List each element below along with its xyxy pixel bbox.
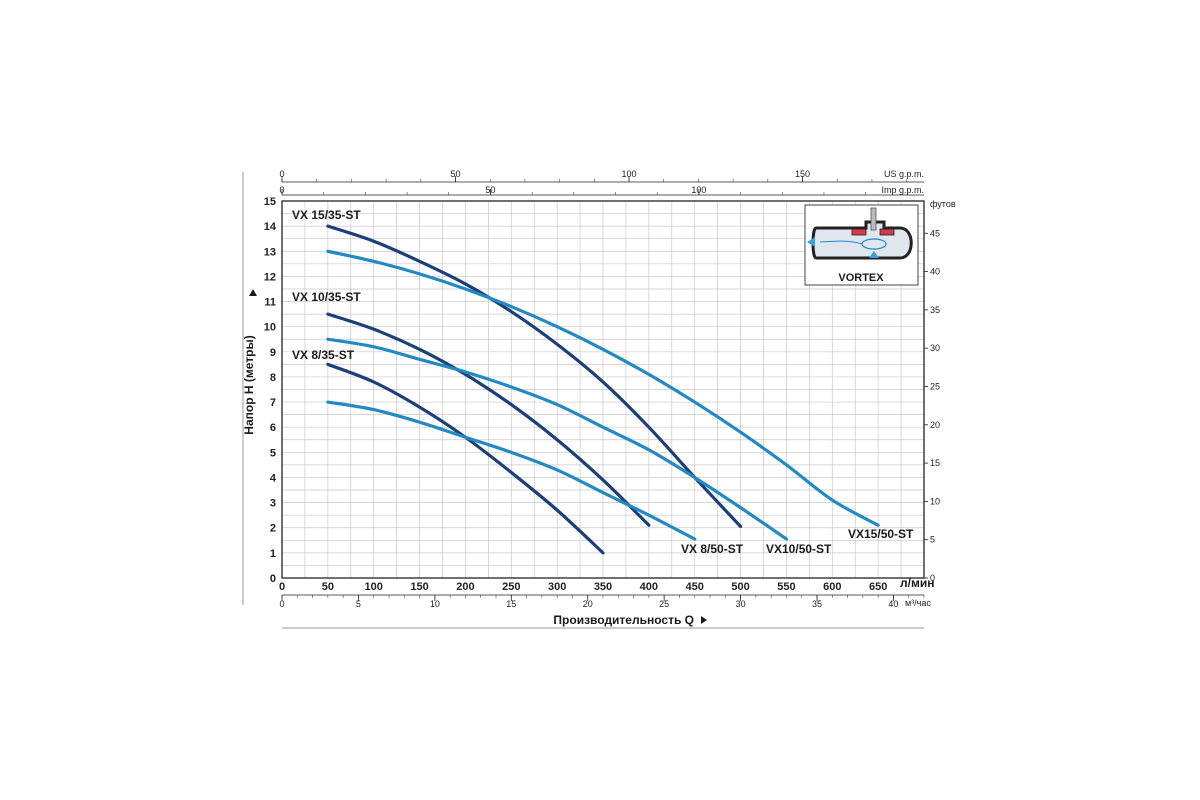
secondary-tick-label: 15 (506, 599, 516, 609)
y-tick-label: 12 (264, 271, 276, 283)
series-line-vx-8-50-st (326, 400, 697, 541)
vortex-inset: VORTEX (804, 204, 919, 286)
y-tick-label: 4 (270, 472, 277, 484)
x-tick-label: 100 (365, 581, 383, 593)
us-gpm-unit: US g.p.m. (884, 169, 924, 179)
feet-tick-label: 30 (930, 343, 940, 353)
label-vx15-50-st: VX15/50-ST (848, 527, 914, 541)
secondary-tick-label: 100 (691, 185, 706, 195)
y-tick-label: 10 (264, 322, 276, 334)
y-tick-label: 8 (270, 372, 276, 384)
y-tick-label: 1 (270, 548, 276, 560)
secondary-tick-label: 0 (279, 169, 284, 179)
y-tick-label: 0 (270, 573, 276, 585)
y-tick-label: 3 (270, 498, 276, 510)
m3h-unit: м³/час (905, 598, 931, 608)
x-tick-label: 300 (548, 581, 566, 593)
secondary-tick-label: 50 (451, 169, 461, 179)
feet-tick-labels: 0 5 10 15 20 25 30 35 40 45 (924, 228, 940, 583)
y-tick-label: 14 (264, 221, 277, 233)
series-line-vx10-50-st (326, 337, 789, 541)
feet-tick-label: 35 (930, 305, 940, 315)
x-tick-label: 150 (410, 581, 428, 593)
x-tick-label: 0 (279, 581, 285, 593)
pump-shaft-icon (870, 207, 877, 231)
y-axis-title: Напор H (метры) (242, 289, 257, 435)
plot-frame (281, 200, 925, 579)
secondary-tick-label: 35 (812, 599, 822, 609)
feet-tick-label: 20 (930, 420, 940, 430)
y-tick-label: 13 (264, 246, 276, 258)
m3h-axis: 0 5 10 15 20 25 30 35 40 (279, 594, 925, 609)
x-tick-label: 450 (686, 581, 704, 593)
x-tick-label: 500 (731, 581, 749, 593)
x-axis-arrow-icon (701, 616, 707, 624)
secondary-tick-label: 5 (356, 599, 361, 609)
imp-gpm-axis: 0 50 100 (279, 185, 924, 196)
y-tick-label: 6 (270, 422, 276, 434)
flow-line-icon (819, 240, 863, 245)
y-tick-label: 11 (264, 297, 276, 309)
secondary-tick-label: 20 (583, 599, 593, 609)
x-tick-label: 200 (456, 581, 474, 593)
label-vx-15-35-st: VX 15/35-ST (292, 208, 361, 222)
secondary-tick-label: 150 (795, 169, 810, 179)
x-tick-label: 550 (777, 581, 795, 593)
series-line-vx-10-35-st (326, 312, 651, 527)
feet-tick-label: 40 (930, 267, 940, 277)
inlet-arrow-icon (869, 251, 879, 258)
series-line-vx-15-35-st (326, 224, 743, 529)
us-gpm-axis: 0 50 100 150 (279, 169, 924, 183)
outlet-arrow-icon (807, 237, 815, 247)
label-vx10-50-st: VX10/50-ST (766, 542, 832, 556)
feet-unit: футов (930, 199, 956, 209)
x-tick-label: 350 (594, 581, 612, 593)
y-tick-label: 15 (264, 196, 276, 208)
label-vx-8-50-st: VX 8/50-ST (681, 542, 744, 556)
y-tick-label: 9 (270, 347, 276, 359)
x-tick-label: 250 (502, 581, 520, 593)
secondary-tick-label: 40 (888, 599, 898, 609)
x-axis-title: Производительность Q (553, 613, 707, 627)
secondary-tick-label: 0 (279, 599, 284, 609)
x-tick-label: 650 (869, 581, 887, 593)
y-tick-label: 2 (270, 523, 276, 535)
x-axis-title-text: Производительность Q (553, 613, 694, 627)
x-tick-label: 600 (823, 581, 841, 593)
y-axis-title-text: Напор H (метры) (242, 335, 256, 434)
impeller-left-icon (851, 228, 867, 236)
y-tick-label: 7 (270, 397, 276, 409)
secondary-tick-label: 50 (485, 185, 495, 195)
feet-tick-label: 45 (930, 228, 940, 238)
label-vx-10-35-st: VX 10/35-ST (292, 290, 361, 304)
secondary-tick-label: 0 (279, 185, 284, 195)
pump-body-icon (811, 220, 913, 260)
vortex-label: VORTEX (838, 272, 884, 284)
x-tick-label: 400 (640, 581, 658, 593)
feet-tick-label: 0 (930, 573, 935, 583)
imp-gpm-unit: Imp g.p.m. (881, 185, 924, 195)
series-line-vx15-50-st (326, 249, 880, 527)
feet-tick-label: 5 (930, 535, 935, 545)
feet-tick-label: 15 (930, 458, 940, 468)
y-axis-arrow-icon (249, 289, 257, 296)
feet-tick-label: 25 (930, 381, 940, 391)
impeller-right-icon (879, 228, 895, 236)
secondary-tick-label: 25 (659, 599, 669, 609)
series-lines (326, 224, 880, 555)
secondary-tick-label: 30 (736, 599, 746, 609)
x-tick-label: 50 (322, 581, 334, 593)
label-vx-8-35-st: VX 8/35-ST (292, 348, 355, 362)
secondary-tick-label: 10 (430, 599, 440, 609)
feet-tick-label: 10 (930, 496, 940, 506)
y-tick-label: 5 (270, 447, 276, 459)
secondary-tick-label: 100 (622, 169, 637, 179)
x-unit-label: л/мин (900, 576, 934, 590)
x-tick-labels: 0 50 100 150 200 250 300 350 400 450 500 550 600 650 (279, 581, 887, 593)
